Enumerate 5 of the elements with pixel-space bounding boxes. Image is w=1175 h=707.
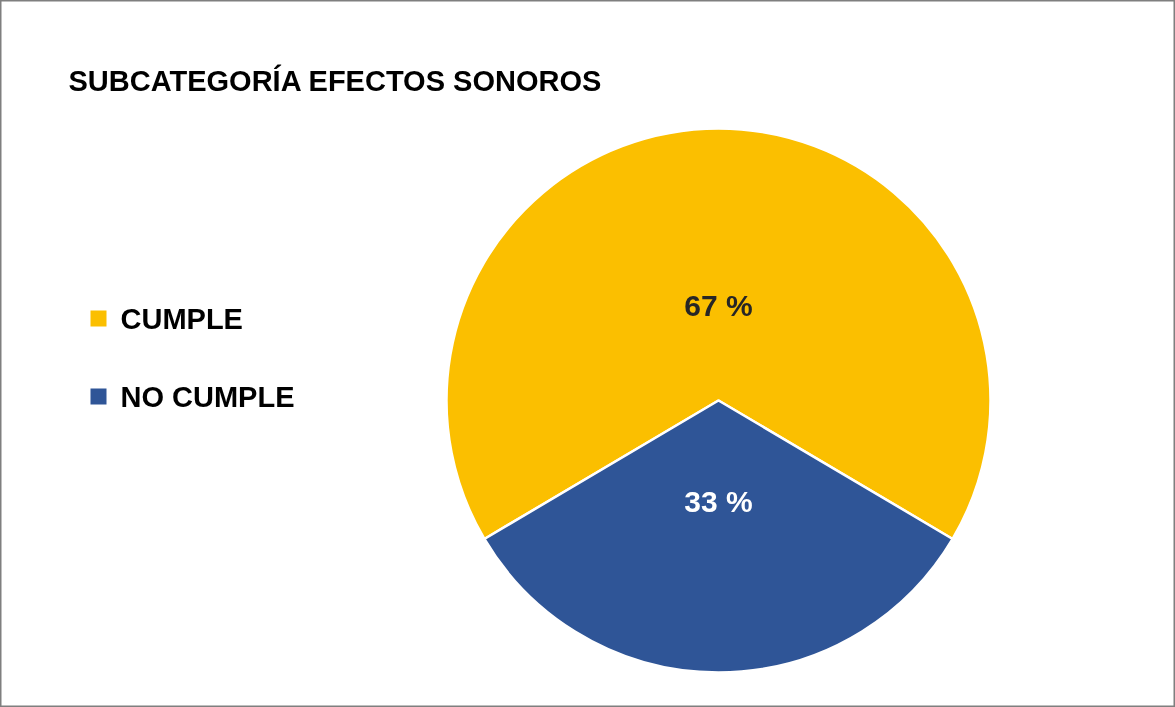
data-label: 33 % <box>684 484 753 518</box>
chart-title: SUBCATEGORÍA EFECTOS SONOROS <box>68 63 602 97</box>
legend-label: CUMPLE <box>120 302 243 335</box>
legend-label: NO CUMPLE <box>120 380 295 413</box>
data-label: 67 % <box>684 288 753 322</box>
